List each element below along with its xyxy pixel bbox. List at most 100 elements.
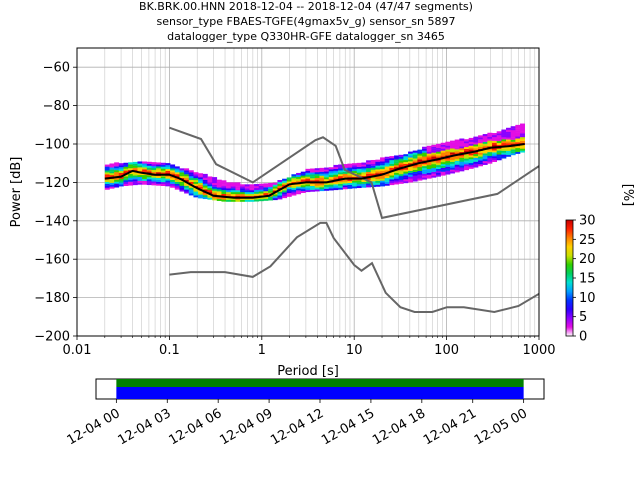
psd-cell xyxy=(352,170,358,173)
psd-cell xyxy=(417,157,423,160)
psd-cell xyxy=(356,174,362,177)
psd-cell xyxy=(114,177,120,180)
psd-cell xyxy=(347,175,353,178)
psd-cell xyxy=(188,189,194,192)
psd-cell xyxy=(249,199,255,202)
psd-cell xyxy=(263,191,269,194)
psd-cell xyxy=(240,192,246,195)
psd-cell xyxy=(216,193,222,196)
psd-cell xyxy=(478,154,483,157)
psd-cell xyxy=(291,189,297,192)
psd-cell xyxy=(207,197,213,200)
psd-cell xyxy=(216,183,222,186)
psd-cell xyxy=(305,176,311,179)
psd-cell xyxy=(314,173,320,177)
psd-cell xyxy=(454,162,460,165)
psd-cell xyxy=(300,187,306,190)
psd-cell xyxy=(272,188,278,191)
psd-cell xyxy=(380,161,386,164)
psd-cell xyxy=(142,180,148,183)
psd-cell xyxy=(184,189,190,192)
psd-cell xyxy=(501,139,507,142)
psd-cell xyxy=(389,165,395,168)
psd-cell xyxy=(184,168,190,171)
psd-cell xyxy=(468,166,474,169)
psd-cell xyxy=(333,186,339,189)
psd-cell xyxy=(188,185,194,188)
psd-cell xyxy=(422,154,428,157)
psd-cell xyxy=(146,177,152,180)
psd-cell xyxy=(478,164,483,167)
psd-cell xyxy=(408,166,414,170)
psd-cell xyxy=(146,161,152,164)
psd-cell xyxy=(459,157,465,160)
psd-cell xyxy=(188,177,194,181)
psd-cell xyxy=(132,161,138,165)
psd-cell xyxy=(459,146,465,149)
psd-cell xyxy=(352,163,358,166)
psd-cell xyxy=(422,146,428,149)
psd-cell xyxy=(216,198,222,201)
psd-cell xyxy=(272,186,278,189)
psd-cell xyxy=(389,171,395,174)
psd-cell xyxy=(254,185,260,189)
psd-cell xyxy=(417,159,423,162)
psd-cell xyxy=(296,180,302,183)
psd-cell xyxy=(114,170,120,173)
psd-cell xyxy=(520,144,525,147)
x-tick-label: 100 xyxy=(434,343,459,358)
psd-cell xyxy=(240,193,246,197)
psd-cell xyxy=(361,185,367,188)
psd-cell xyxy=(319,177,325,180)
psd-cell xyxy=(520,129,525,132)
psd-cell xyxy=(174,183,180,186)
psd-cell xyxy=(174,168,180,171)
psd-cell xyxy=(468,147,474,150)
psd-cell xyxy=(286,179,292,182)
psd-cell xyxy=(328,178,334,181)
psd-cell xyxy=(464,154,470,157)
psd-cell xyxy=(347,165,353,168)
psd-cell xyxy=(226,186,232,189)
psd-cell xyxy=(440,154,446,157)
psd-cell xyxy=(436,147,442,150)
psd-cell xyxy=(506,131,511,134)
psd-cell xyxy=(333,178,339,181)
psd-cell xyxy=(184,170,190,173)
psd-cell xyxy=(128,168,134,171)
psd-cell xyxy=(258,187,264,190)
psd-cell xyxy=(114,181,120,184)
psd-cell xyxy=(492,142,497,145)
psd-cell xyxy=(412,167,418,170)
psd-cell xyxy=(328,176,334,179)
timeline-band-used xyxy=(116,379,524,387)
psd-cell xyxy=(170,170,176,173)
psd-cell xyxy=(179,187,185,190)
psd-cell xyxy=(226,192,232,195)
psd-cell xyxy=(109,173,115,176)
psd-cell xyxy=(375,182,381,185)
psd-cell xyxy=(118,163,124,166)
psd-mean-curve xyxy=(104,143,525,199)
psd-cell xyxy=(328,174,334,178)
psd-cell xyxy=(146,169,152,172)
psd-cell xyxy=(347,184,353,187)
psd-cell xyxy=(142,161,148,164)
psd-cell xyxy=(366,171,372,174)
psd-cell xyxy=(244,199,250,202)
psd-cell xyxy=(151,179,157,182)
psd-cell xyxy=(380,159,386,162)
psd-cell xyxy=(146,181,152,184)
psd-cell xyxy=(412,165,418,169)
psd-cell xyxy=(254,199,260,202)
psd-cell xyxy=(291,176,297,179)
psd-cell xyxy=(496,135,502,138)
psd-cell xyxy=(394,172,400,175)
psd-cell xyxy=(151,177,157,180)
psd-cell xyxy=(174,181,180,184)
psd-cell xyxy=(156,177,162,180)
noise-models xyxy=(169,126,540,314)
psd-cell xyxy=(328,167,334,170)
psd-cell xyxy=(450,148,456,151)
psd-cell xyxy=(314,168,320,171)
